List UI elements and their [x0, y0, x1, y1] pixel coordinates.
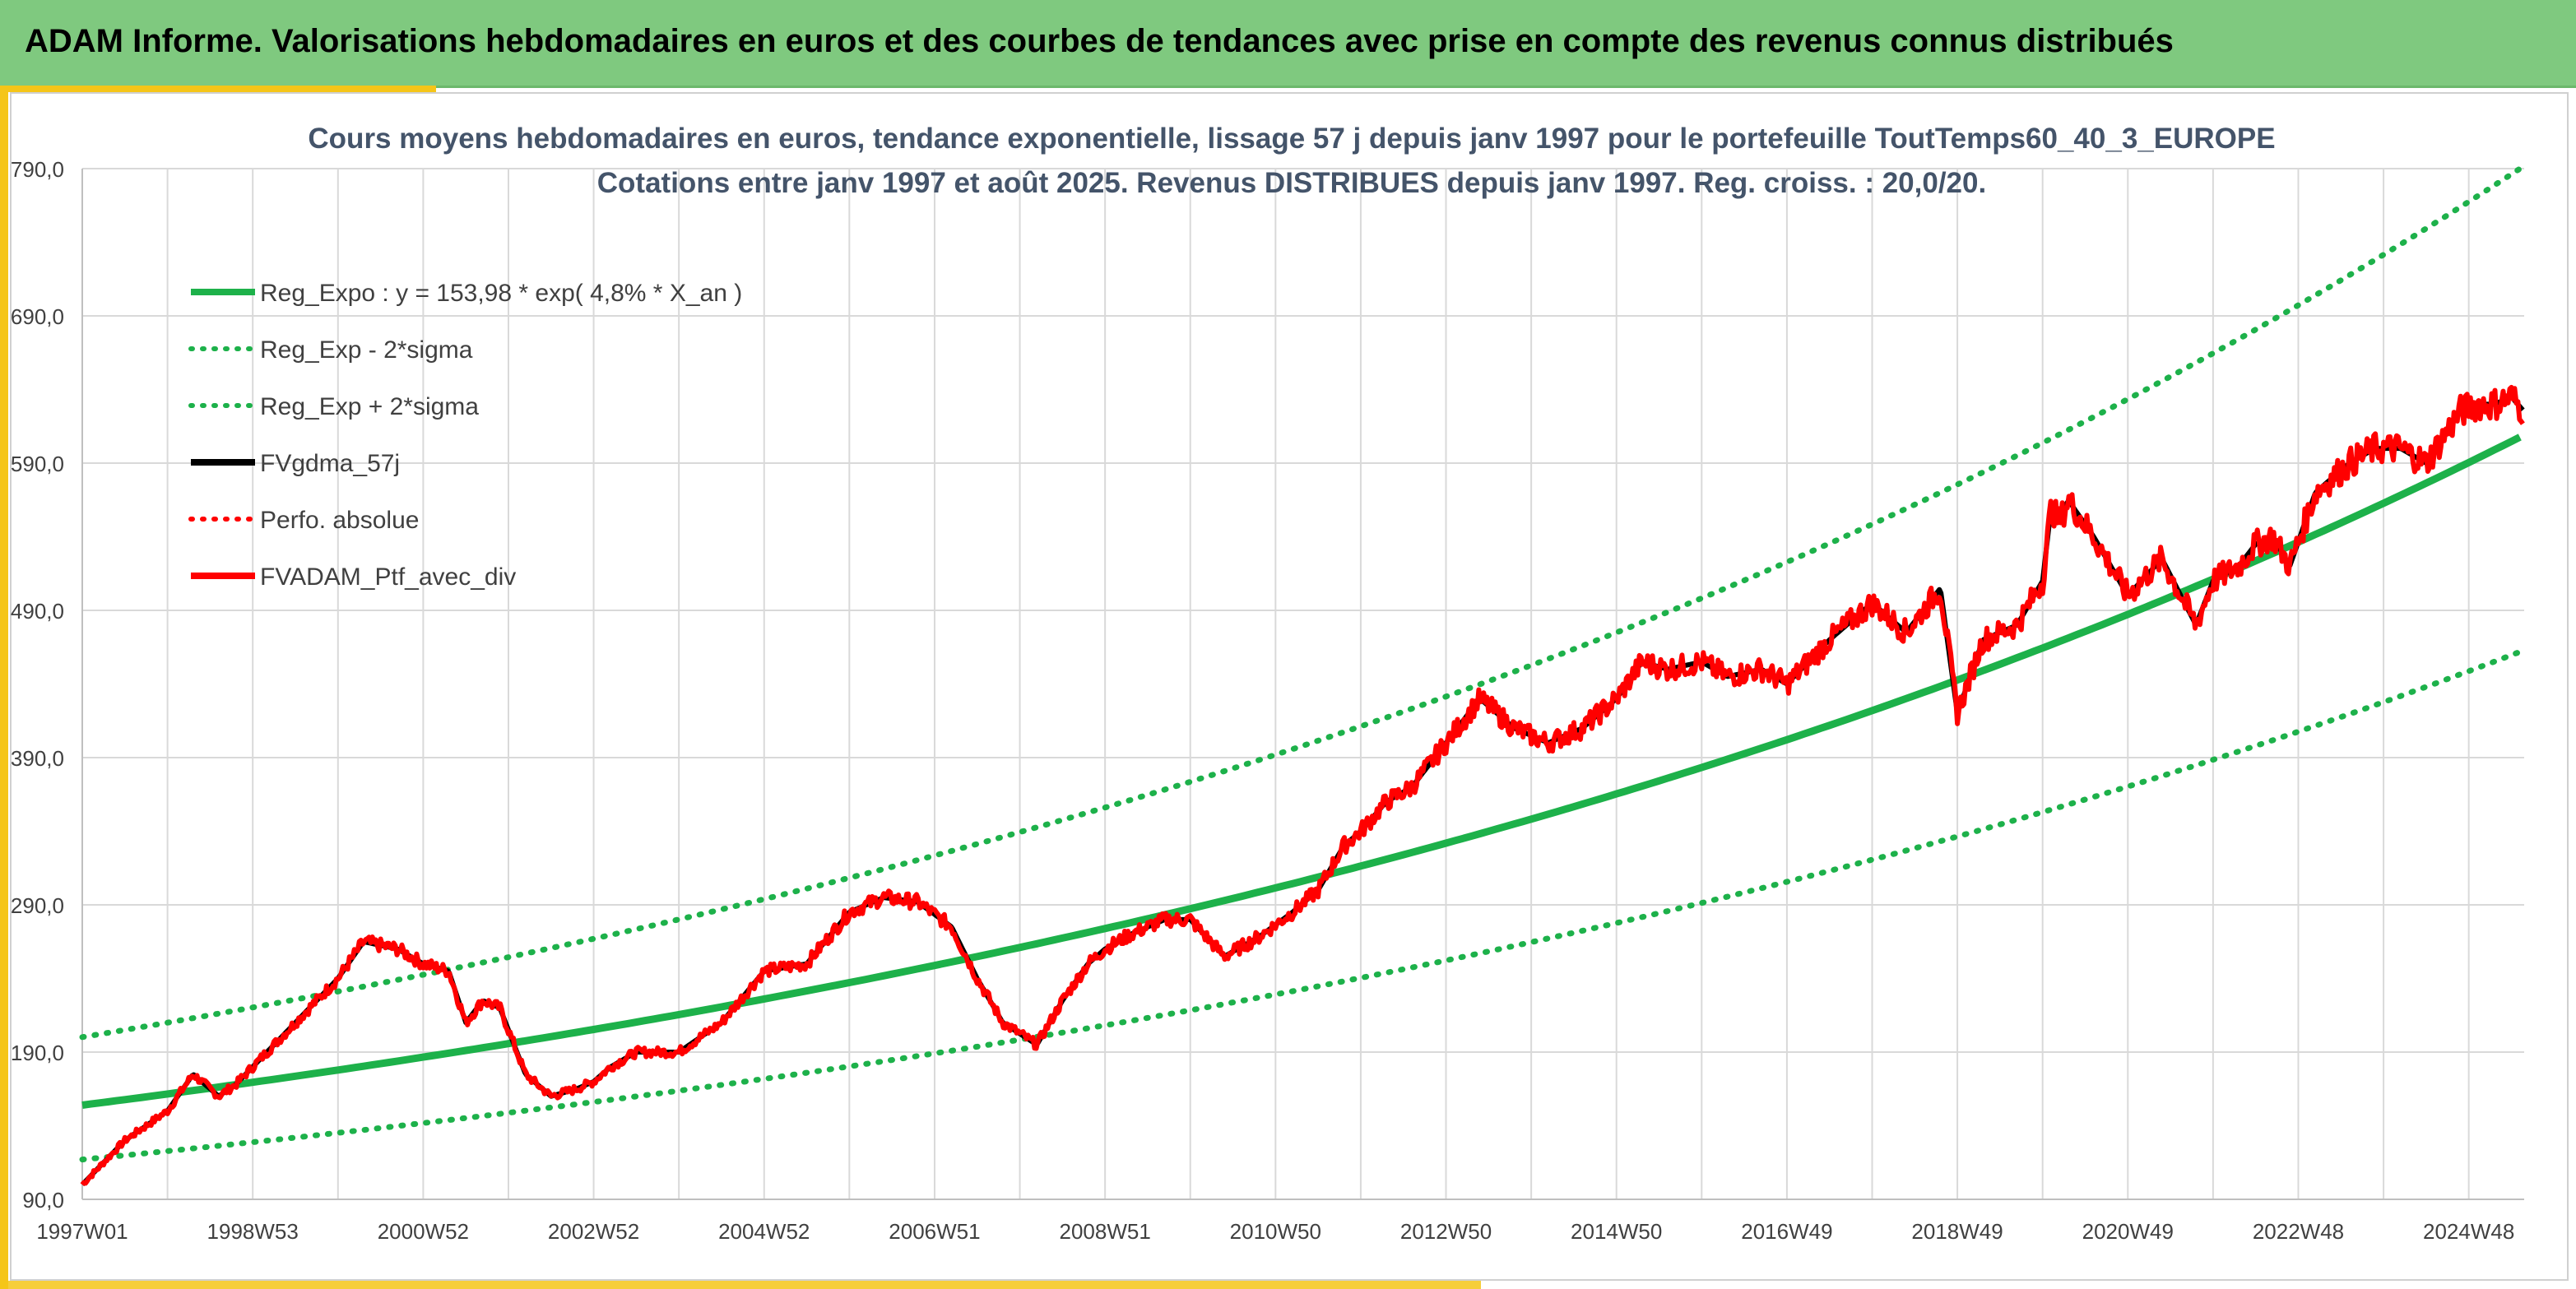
chart-title: Cours moyens hebdomadaires en euros, ten…	[308, 123, 2275, 155]
x-tick-label: 2010W50	[1230, 1219, 1321, 1244]
series-reg-exp-minus-2sigma	[79, 648, 2523, 1163]
x-tick-label: 2002W52	[548, 1219, 639, 1244]
y-tick-label: 190,0	[11, 1041, 64, 1065]
y-tick-label: 90,0	[22, 1188, 64, 1212]
chart-subtitle: Cotations entre janv 1997 et août 2025. …	[597, 167, 1986, 199]
legend-label: Reg_Exp - 2*sigma	[260, 336, 473, 364]
chart-frame	[10, 92, 2569, 1281]
x-tick-label: 2006W51	[889, 1219, 980, 1244]
x-tick-label: 2018W49	[1911, 1219, 2003, 1244]
accent-bar-left	[0, 86, 8, 1289]
accent-bar-top	[0, 86, 436, 92]
page-title: ADAM Informe. Valorisations hebdomadaire…	[25, 23, 2174, 59]
y-tick-label: 590,0	[11, 452, 64, 476]
x-tick-label: 2014W50	[1571, 1219, 1662, 1244]
grid-lines	[82, 168, 2524, 1200]
y-tick-label: 690,0	[11, 304, 64, 329]
y-tick-label: 290,0	[11, 893, 64, 918]
axes: 90,0 190,0 290,0 390,0 490,0 590,0 690,0 790,0 1…	[11, 157, 2524, 1244]
x-tick-label: 2016W49	[1741, 1219, 1832, 1244]
legend-label: FVgdma_57j	[260, 450, 400, 477]
x-tick-label: 1997W01	[36, 1219, 128, 1244]
legend-label: FVADAM_Ptf_avec_div	[260, 563, 516, 591]
legend-label: Reg_Expo : y = 153,98 * exp( 4,8% * X_an…	[260, 280, 742, 307]
x-tick-label: 2004W52	[718, 1219, 810, 1244]
series	[79, 165, 2525, 1187]
y-tick-label: 490,0	[11, 599, 64, 624]
x-tick-label: 2022W48	[2253, 1219, 2344, 1244]
x-tick-label: 2012W50	[1400, 1219, 1492, 1244]
x-tick-label: 2024W48	[2423, 1219, 2514, 1244]
y-tick-label: 790,0	[11, 157, 64, 182]
x-tick-label: 1998W53	[207, 1219, 299, 1244]
series-reg-expo	[81, 434, 2522, 1109]
legend-label: Reg_Exp + 2*sigma	[260, 393, 479, 420]
series-reg-exp-plus-2sigma	[79, 165, 2523, 1041]
x-tick-label: 2000W52	[378, 1219, 469, 1244]
x-tick-label: 2008W51	[1059, 1219, 1150, 1244]
series-fvadam-ptf-avec-div	[80, 384, 2525, 1187]
legend: Reg_Expo : y = 153,98 * exp( 4,8% * X_an…	[188, 280, 742, 591]
page-header: ADAM Informe. Valorisations hebdomadaire…	[0, 0, 2576, 88]
accent-bar-bottom	[0, 1281, 1481, 1289]
y-tick-label: 390,0	[11, 746, 64, 771]
legend-label: Perfo. absolue	[260, 507, 419, 534]
series-fvgdma-57j	[80, 394, 2525, 1187]
x-tick-label: 2020W49	[2082, 1219, 2174, 1244]
